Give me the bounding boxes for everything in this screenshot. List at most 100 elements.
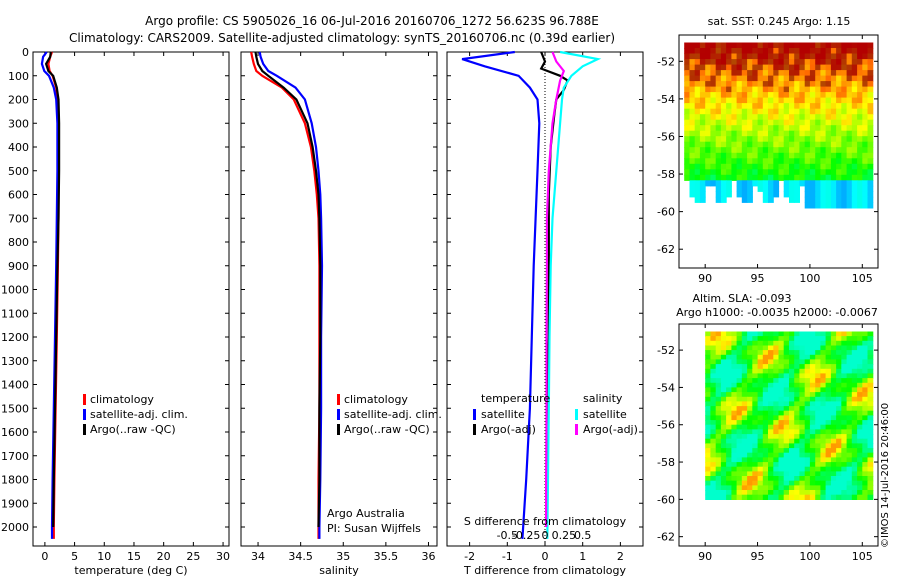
sla-cell bbox=[778, 373, 785, 379]
sla-cell bbox=[799, 392, 806, 398]
sla-cell bbox=[836, 331, 842, 337]
sst-cell bbox=[857, 48, 863, 55]
sla-cell bbox=[768, 406, 774, 412]
legend-swatch bbox=[83, 409, 86, 420]
sst-cell bbox=[815, 191, 821, 198]
sst-cell bbox=[867, 86, 874, 93]
sla-cell bbox=[747, 331, 753, 337]
sst-cell bbox=[846, 136, 853, 143]
sla-cell bbox=[789, 490, 795, 496]
sst-cell bbox=[799, 125, 806, 132]
sst-cell bbox=[752, 141, 759, 148]
sst-cell bbox=[836, 185, 842, 192]
sla-cell bbox=[867, 480, 874, 486]
sla-cell bbox=[809, 457, 816, 463]
sst-cell bbox=[789, 196, 795, 203]
sst-cell bbox=[825, 202, 832, 209]
sla-cell bbox=[752, 434, 759, 440]
sla-cell bbox=[715, 494, 722, 500]
sla-cell bbox=[715, 350, 722, 356]
sst-cell bbox=[857, 136, 863, 143]
sla-cell bbox=[736, 494, 743, 500]
sst-cell bbox=[830, 108, 837, 115]
sst-cell bbox=[799, 59, 806, 66]
sst-cell bbox=[715, 180, 722, 187]
sst-cell bbox=[825, 64, 832, 71]
sst-cell bbox=[715, 119, 722, 126]
sla-cell bbox=[862, 485, 869, 491]
sst-cell bbox=[778, 158, 785, 165]
sla-cell bbox=[857, 462, 863, 468]
sla-cell bbox=[804, 340, 811, 347]
sla-cell bbox=[720, 448, 727, 454]
sla-cell bbox=[846, 336, 853, 342]
sla-cell bbox=[794, 466, 800, 472]
sst-cell bbox=[830, 169, 837, 176]
sst-cell bbox=[789, 130, 795, 137]
sla-cell bbox=[773, 410, 780, 416]
sla-cell bbox=[809, 392, 816, 398]
sla-cell bbox=[815, 424, 821, 430]
sst-cell bbox=[809, 119, 816, 126]
sst-cell bbox=[789, 75, 795, 82]
sla-cell bbox=[757, 443, 764, 449]
sla-cell bbox=[809, 406, 816, 412]
sst-cell bbox=[720, 163, 727, 170]
sla-cell bbox=[747, 420, 753, 426]
sst-cell bbox=[862, 81, 869, 88]
sst-cell bbox=[752, 108, 759, 115]
sst-cell bbox=[809, 108, 816, 115]
sla-cell bbox=[736, 490, 743, 496]
sla-cell bbox=[857, 424, 863, 430]
y-tick-label: 1200 bbox=[1, 331, 29, 344]
sst-cell bbox=[699, 125, 706, 132]
sla-cell bbox=[836, 406, 842, 412]
sst-cell bbox=[851, 97, 858, 104]
sla-cell bbox=[799, 429, 806, 435]
legend-swatch bbox=[83, 424, 86, 435]
sst-cell bbox=[820, 169, 827, 176]
sla-cell bbox=[710, 452, 717, 458]
sla-cell bbox=[804, 359, 811, 365]
sst-cell bbox=[705, 169, 711, 176]
sst-cell bbox=[857, 92, 863, 99]
sla-cell bbox=[809, 396, 816, 403]
sla-cell bbox=[752, 420, 759, 426]
sst-cell bbox=[857, 53, 863, 60]
sla-cell bbox=[720, 420, 727, 426]
sst-cell bbox=[699, 70, 706, 77]
sst-cell bbox=[726, 141, 732, 148]
sst-cell bbox=[752, 147, 759, 154]
sst-cell bbox=[710, 86, 717, 93]
y-tick-label: 400 bbox=[8, 141, 29, 154]
sla-cell bbox=[794, 429, 800, 435]
sst-cell bbox=[809, 64, 816, 71]
sla-cell bbox=[762, 340, 769, 347]
sst-cell bbox=[726, 48, 732, 55]
sla-cell bbox=[804, 382, 811, 389]
sst-cell bbox=[762, 125, 769, 132]
sla-cell bbox=[783, 340, 790, 347]
sst-cell bbox=[741, 163, 748, 170]
sla-cell bbox=[736, 415, 743, 421]
sst-cell bbox=[757, 119, 764, 126]
sst-cell bbox=[862, 185, 869, 192]
sla-cell bbox=[867, 466, 874, 472]
sst-cell bbox=[815, 196, 821, 203]
sla-cell bbox=[705, 471, 711, 477]
sst-cell bbox=[726, 114, 732, 121]
sla-cell bbox=[715, 438, 722, 444]
sla-cell bbox=[804, 485, 811, 491]
sst-cell bbox=[809, 196, 816, 203]
sst-cell bbox=[846, 152, 853, 159]
sst-cell bbox=[862, 202, 869, 209]
sst-cell bbox=[841, 103, 848, 110]
sst-cell bbox=[825, 42, 832, 49]
sst-cell bbox=[757, 180, 764, 187]
sla-cell bbox=[799, 331, 806, 337]
sst-cell bbox=[705, 48, 711, 55]
sst-cell bbox=[720, 125, 727, 132]
sst-cell bbox=[857, 103, 863, 110]
sst-cell bbox=[699, 174, 706, 181]
sst-cell bbox=[809, 81, 816, 88]
